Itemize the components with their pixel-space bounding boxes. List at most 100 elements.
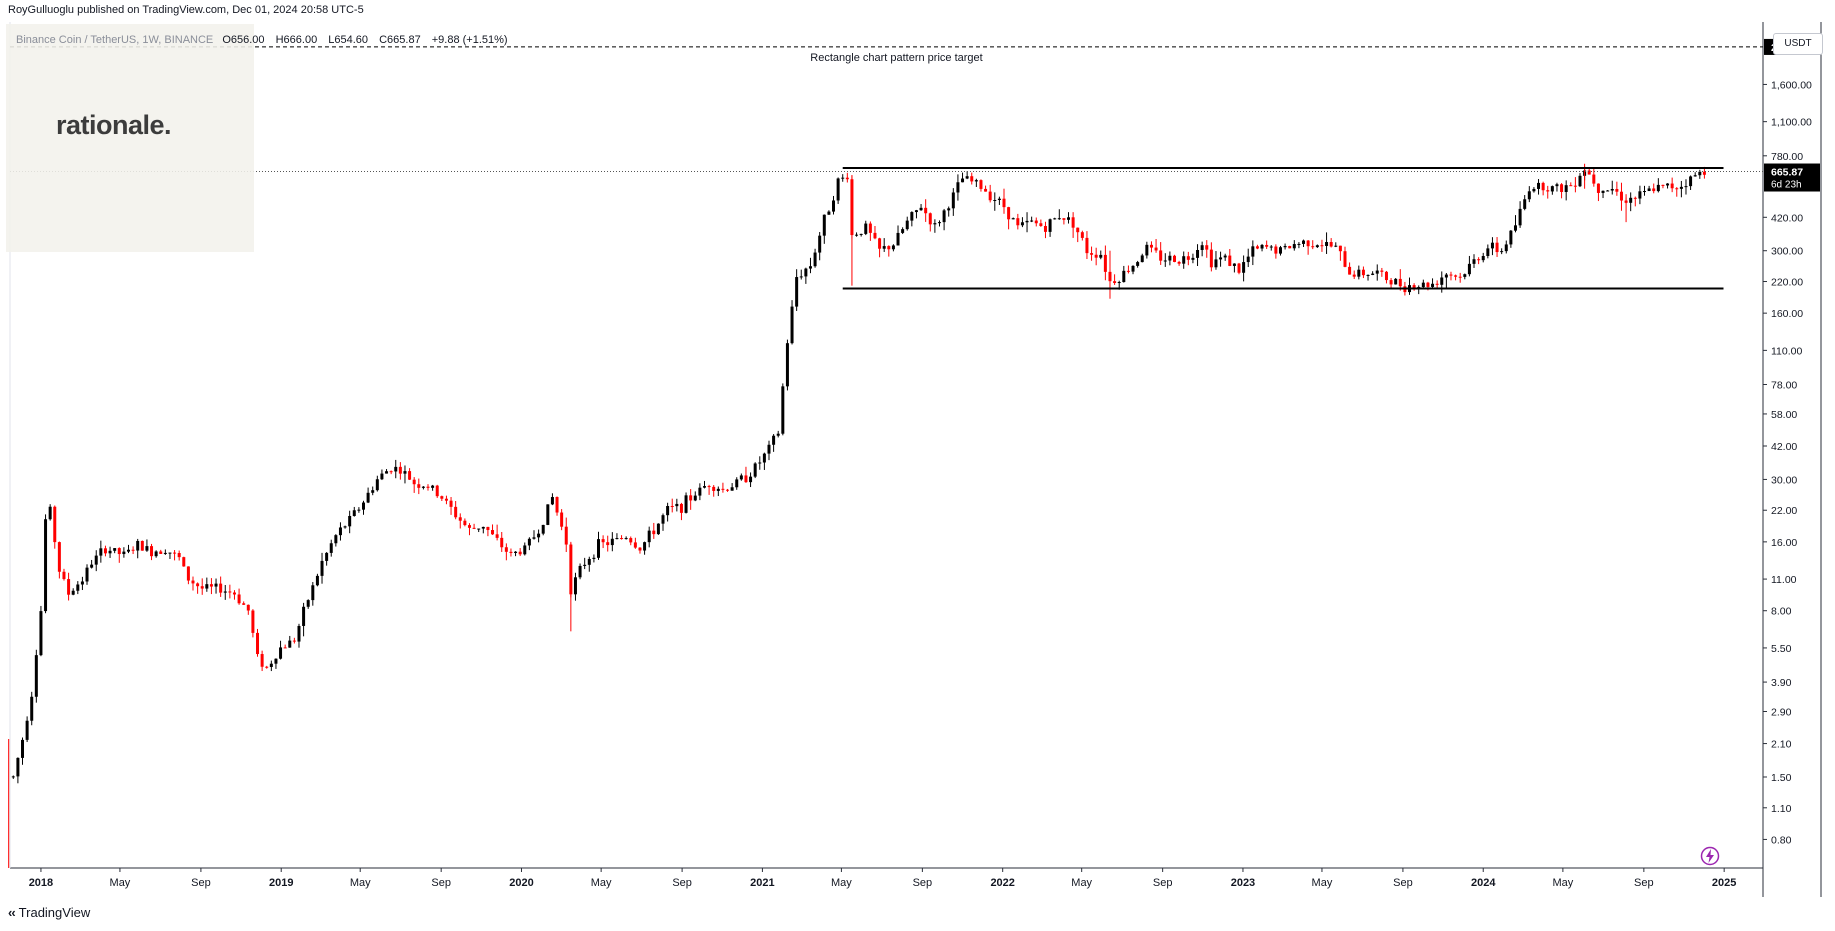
candle-body: [1661, 184, 1665, 186]
symbol-legend[interactable]: Binance Coin / TetherUS, 1W, BINANCE O65…: [16, 34, 516, 46]
candle-body: [205, 584, 209, 589]
candle-body: [1186, 256, 1190, 260]
candle-body: [855, 234, 859, 236]
lightning-icon[interactable]: [1700, 846, 1720, 866]
candle-body: [361, 502, 365, 510]
candle-body: [509, 551, 513, 553]
candle-body: [675, 503, 679, 507]
target-annotation: Rectangle chart pattern price target: [810, 52, 982, 64]
candle-body: [1458, 276, 1462, 278]
candle-body: [1062, 218, 1066, 220]
candle-body: [1384, 271, 1388, 281]
candle-body: [306, 600, 310, 607]
logo-panel: [6, 24, 254, 252]
candle-body: [431, 485, 435, 488]
candle-body: [1246, 256, 1250, 263]
candle-body: [85, 567, 89, 582]
candle-body: [449, 500, 453, 507]
candle-body: [173, 552, 177, 554]
open-value: O656.00: [222, 34, 265, 46]
publisher-label: RoyGulluoglu published on TradingView.co…: [8, 4, 230, 16]
candle-body: [730, 487, 734, 491]
candle-body: [859, 233, 863, 235]
tradingview-footer[interactable]: ‹‹ TradingView: [8, 905, 90, 920]
candle-body: [758, 462, 762, 464]
y-tick-label: 0.80: [1771, 834, 1792, 846]
y-tick-label: 1.50: [1771, 772, 1792, 784]
candle-body: [689, 495, 693, 501]
candle-body: [965, 176, 969, 179]
candle-body: [1145, 244, 1149, 256]
x-tick-label: Sep: [431, 877, 451, 889]
candle-body: [518, 551, 522, 555]
candle-body: [1325, 242, 1329, 246]
candle-body: [624, 538, 628, 540]
candle-body: [597, 539, 601, 558]
candle-body: [1693, 175, 1697, 177]
candle-body: [219, 583, 223, 593]
candle-body: [1113, 281, 1117, 284]
candle-body: [615, 538, 619, 540]
candle-body: [937, 222, 941, 224]
candle-body: [1172, 255, 1176, 262]
candle-body: [444, 498, 448, 501]
candle-body: [804, 268, 808, 277]
currency-selector[interactable]: USDT: [1773, 33, 1823, 55]
candle-body: [1537, 182, 1541, 189]
symbol-name[interactable]: Binance Coin / TetherUS, 1W, BINANCE: [16, 34, 214, 46]
candle-body: [1343, 251, 1347, 267]
candle-body: [380, 473, 384, 480]
x-tick-label: 2019: [269, 877, 293, 889]
candle-body: [302, 606, 306, 626]
candle-body: [385, 471, 389, 474]
candle-body: [845, 177, 849, 180]
x-tick-label: May: [1552, 877, 1573, 889]
candle-body: [1011, 218, 1015, 220]
candle-body: [246, 604, 250, 611]
candle-body: [1076, 227, 1080, 233]
last-price-badge: [1764, 163, 1820, 192]
candle-body: [961, 178, 965, 183]
candle-body: [1647, 188, 1651, 192]
candle-body: [643, 542, 647, 551]
candle-body: [1389, 280, 1393, 285]
candle-body: [1191, 257, 1195, 260]
candle-body: [1297, 243, 1301, 245]
candle-body: [196, 583, 200, 587]
candle-body: [693, 495, 697, 501]
candle-body: [186, 566, 190, 581]
x-tick-label: 2024: [1471, 877, 1496, 889]
candle-body: [592, 557, 596, 559]
candle-body: [1288, 245, 1292, 249]
candle-body: [647, 530, 651, 543]
price-axis[interactable]: 1,600.00 1,100.00 780.00 420.00 300.00 220.00…: [1763, 38, 1820, 846]
candle-body: [1122, 270, 1126, 283]
candle-body: [1546, 190, 1550, 192]
candle-body: [44, 519, 48, 612]
candle-body: [1255, 246, 1259, 249]
candle-body: [767, 444, 771, 454]
y-tick-label: 1,100.00: [1771, 117, 1812, 129]
candle-body: [896, 232, 900, 246]
candle-body: [924, 207, 928, 214]
candle-body: [928, 213, 932, 225]
candle-body: [458, 517, 462, 521]
x-tick-label: May: [1312, 877, 1333, 889]
candle-body: [841, 177, 845, 179]
time-axis[interactable]: 2018 May Sep 2019 May Sep 2020 May Sep 2021 May Sep…: [29, 868, 1737, 889]
x-tick-label: May: [831, 877, 852, 889]
candle-body: [799, 276, 803, 278]
candle-body: [818, 235, 822, 253]
x-tick-label: May: [591, 877, 612, 889]
candle-body: [601, 539, 605, 543]
candle-body: [1034, 220, 1038, 224]
x-tick-label: 2022: [990, 877, 1014, 889]
candle-body: [440, 496, 444, 499]
candle-body: [403, 471, 407, 474]
candle-body: [1020, 222, 1024, 226]
candle-body: [1140, 255, 1144, 263]
candle-body: [454, 506, 458, 518]
candle-body: [670, 505, 674, 507]
candle-body: [21, 739, 25, 758]
